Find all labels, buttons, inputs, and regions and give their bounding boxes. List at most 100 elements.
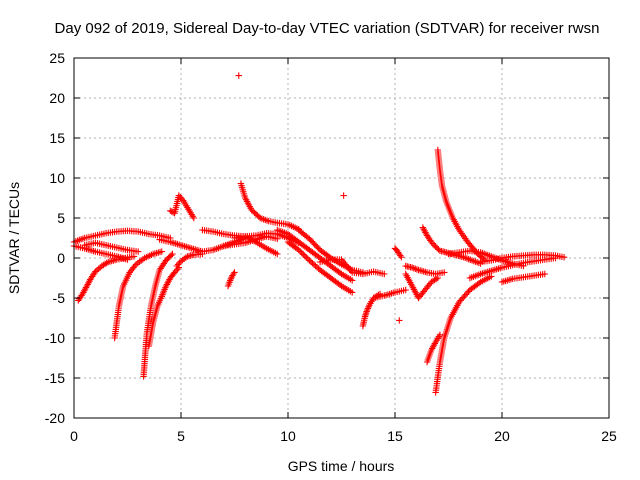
data-point [95,265,102,272]
series-track-30 [466,254,559,282]
data-point [300,251,307,258]
data-point [560,254,568,261]
axis-ticks [73,57,610,419]
series-track-28 [434,146,489,264]
data-point [174,261,182,268]
y-tick-label: 10 [49,170,65,186]
data-point [295,246,302,254]
x-tick-label: 0 [70,428,78,444]
data-point [235,72,242,79]
data-point [307,258,315,265]
data-point [274,235,281,242]
data-point [431,242,438,249]
data-point [396,317,403,324]
data-point [475,279,483,287]
plot-frame [73,57,610,419]
series-isolated-points [235,72,403,324]
series-track-13 [237,180,302,233]
grid-lines [74,58,609,418]
data-point [231,269,238,276]
data-point [434,274,441,282]
data-point [541,270,548,278]
series-track-06 [145,264,183,350]
y-tick-label: 0 [57,250,65,266]
data-point [326,253,333,261]
y-tick-label: 25 [49,50,65,66]
series-track-05 [140,250,176,380]
series-track-03 [75,253,138,304]
data-point [130,253,138,260]
series-track-17 [284,238,356,296]
series-track-26 [423,331,444,366]
chart-title: Day 092 of 2019, Sidereal Day-to-day VTE… [55,20,600,37]
data-point [301,252,309,260]
series-track-32 [498,270,548,286]
y-tick-label: -20 [45,410,65,426]
data-markers [70,72,568,396]
y-tick-label: 15 [49,130,65,146]
series-track-15 [231,233,281,258]
y-tick-label: 20 [49,90,65,106]
data-point [274,250,281,258]
data-point [174,266,181,273]
series-track-27 [432,273,495,396]
y-tick-label: -5 [53,290,66,306]
data-point [488,273,495,280]
series-track-01 [70,227,174,246]
data-point [336,269,344,277]
y-axis-label: SDTVAR / TECUs [6,182,22,294]
data-point [309,259,316,267]
series-track-12 [224,269,238,290]
data-point [310,261,318,268]
data-point [436,331,444,338]
series-track-04 [111,248,165,342]
data-point [199,250,206,258]
series-track-22 [391,245,405,261]
series-track-21 [370,286,409,302]
data-point [312,262,319,270]
data-point [297,248,304,255]
data-point [412,265,419,272]
series-track-23 [402,262,448,278]
series-track-25 [419,224,484,267]
x-tick-label: 5 [177,428,185,444]
x-tick-labels: 0 5 10 15 20 25 [70,428,617,444]
x-tick-label: 25 [601,428,617,444]
data-point [340,192,347,199]
data-point [176,259,183,266]
y-tick-label: 5 [57,210,65,226]
data-point [398,254,405,261]
series-track-19 [316,256,388,278]
data-point [402,286,409,294]
data-point [313,264,321,271]
data-point [381,270,388,278]
data-point [167,252,175,259]
series-track-08 [167,192,198,222]
series-track-07 [81,239,142,255]
series-track-10 [173,250,206,270]
data-point [304,255,312,263]
data-point [441,269,448,276]
data-point [306,257,313,264]
series-track-24 [402,270,441,302]
x-tick-label: 20 [494,428,510,444]
x-tick-label: 15 [387,428,403,444]
y-tick-labels: -20 -15 -10 -5 0 5 10 15 20 25 [45,50,65,426]
data-point [303,254,310,261]
data-point [190,214,198,222]
y-tick-label: -15 [45,370,65,386]
data-point [169,250,176,258]
data-point [135,248,142,255]
x-tick-label: 10 [280,428,296,444]
y-tick-label: -10 [45,330,65,346]
data-point [336,281,344,289]
data-point [298,249,305,257]
data-point [158,248,165,255]
series-track-16 [274,226,356,284]
series-track-31 [477,251,568,266]
data-point [349,277,356,284]
data-point [349,289,356,296]
x-axis-label: GPS time / hours [288,458,395,474]
series-track-02 [70,242,131,263]
